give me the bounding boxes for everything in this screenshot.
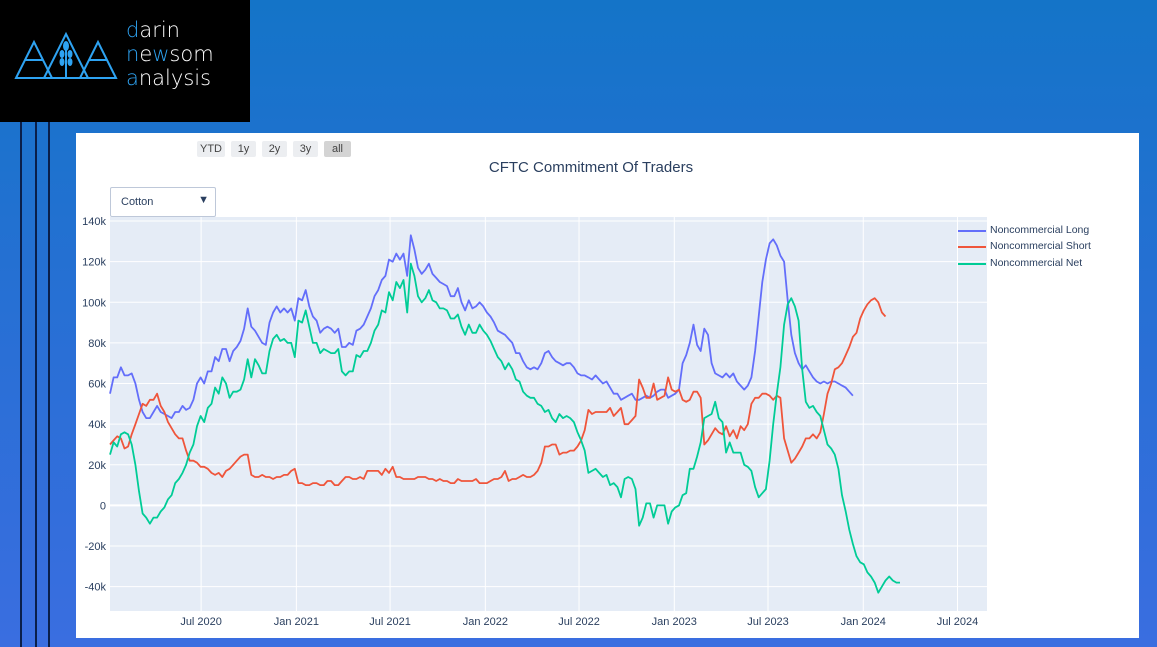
x-tick-label: Jan 2022 bbox=[463, 616, 508, 628]
dropdown-selected-label: Cotton bbox=[121, 196, 154, 208]
y-tick-label: 80k bbox=[88, 338, 106, 350]
y-tick-label: -20k bbox=[85, 541, 107, 553]
y-tick-label: 140k bbox=[82, 216, 106, 228]
y-tick-label: 60k bbox=[88, 379, 106, 391]
y-tick-label: 0 bbox=[100, 500, 106, 512]
line-chart: 140k 120k 100k 80k 60k 40k 20k 0 -20k -40k Jul 202… bbox=[82, 216, 987, 628]
y-tick-label: 40k bbox=[88, 419, 106, 431]
chart-title: CFTC Commitment Of Traders bbox=[488, 159, 694, 176]
frame-line-left bbox=[20, 122, 22, 647]
x-tick-label: Jan 2021 bbox=[274, 616, 319, 628]
x-tick-label: Jul 2021 bbox=[369, 616, 411, 628]
series-line-1 bbox=[109, 234, 854, 420]
range-1y-button[interactable]: 1y bbox=[231, 141, 256, 157]
range-3y-button[interactable]: 3y bbox=[293, 141, 318, 157]
y-tick-label: 20k bbox=[88, 460, 106, 472]
legend-swatch-short bbox=[958, 246, 986, 248]
x-tick-label: Jul 2024 bbox=[937, 616, 979, 628]
frame-line-right bbox=[48, 122, 50, 647]
frame-line-mid bbox=[35, 122, 37, 647]
legend-item-short[interactable]: Noncommercial Short bbox=[958, 240, 1091, 252]
y-tick-label: 120k bbox=[82, 257, 106, 269]
series-line-3 bbox=[109, 262, 900, 594]
logo-wordmark: darin newsom analysis bbox=[126, 18, 214, 90]
legend-swatch-long bbox=[958, 230, 986, 232]
x-tick-label: Jan 2023 bbox=[652, 616, 697, 628]
commodity-dropdown[interactable]: Cotton ▼ bbox=[110, 187, 216, 217]
series-line-2 bbox=[109, 297, 887, 487]
caret-down-icon: ▼ bbox=[198, 194, 209, 206]
x-tick-label: Jan 2024 bbox=[841, 616, 886, 628]
chart-panel: YTD 1y 2y 3y all CFTC Commitment Of Trad… bbox=[76, 133, 1139, 638]
legend-item-net[interactable]: Noncommercial Net bbox=[958, 257, 1082, 269]
logo: darin newsom analysis bbox=[0, 0, 250, 122]
y-tick-label: -40k bbox=[85, 582, 107, 594]
range-2y-button[interactable]: 2y bbox=[262, 141, 287, 157]
mountain-logo-icon bbox=[14, 31, 118, 79]
x-tick-label: Jul 2020 bbox=[180, 616, 222, 628]
x-tick-label: Jul 2023 bbox=[747, 616, 789, 628]
y-tick-label: 100k bbox=[82, 297, 106, 309]
legend-swatch-net bbox=[958, 263, 986, 265]
range-ytd-button[interactable]: YTD bbox=[197, 141, 225, 157]
legend-item-long[interactable]: Noncommercial Long bbox=[958, 224, 1089, 236]
x-tick-label: Jul 2022 bbox=[558, 616, 600, 628]
range-all-button[interactable]: all bbox=[324, 141, 351, 157]
plot-area bbox=[110, 217, 987, 611]
